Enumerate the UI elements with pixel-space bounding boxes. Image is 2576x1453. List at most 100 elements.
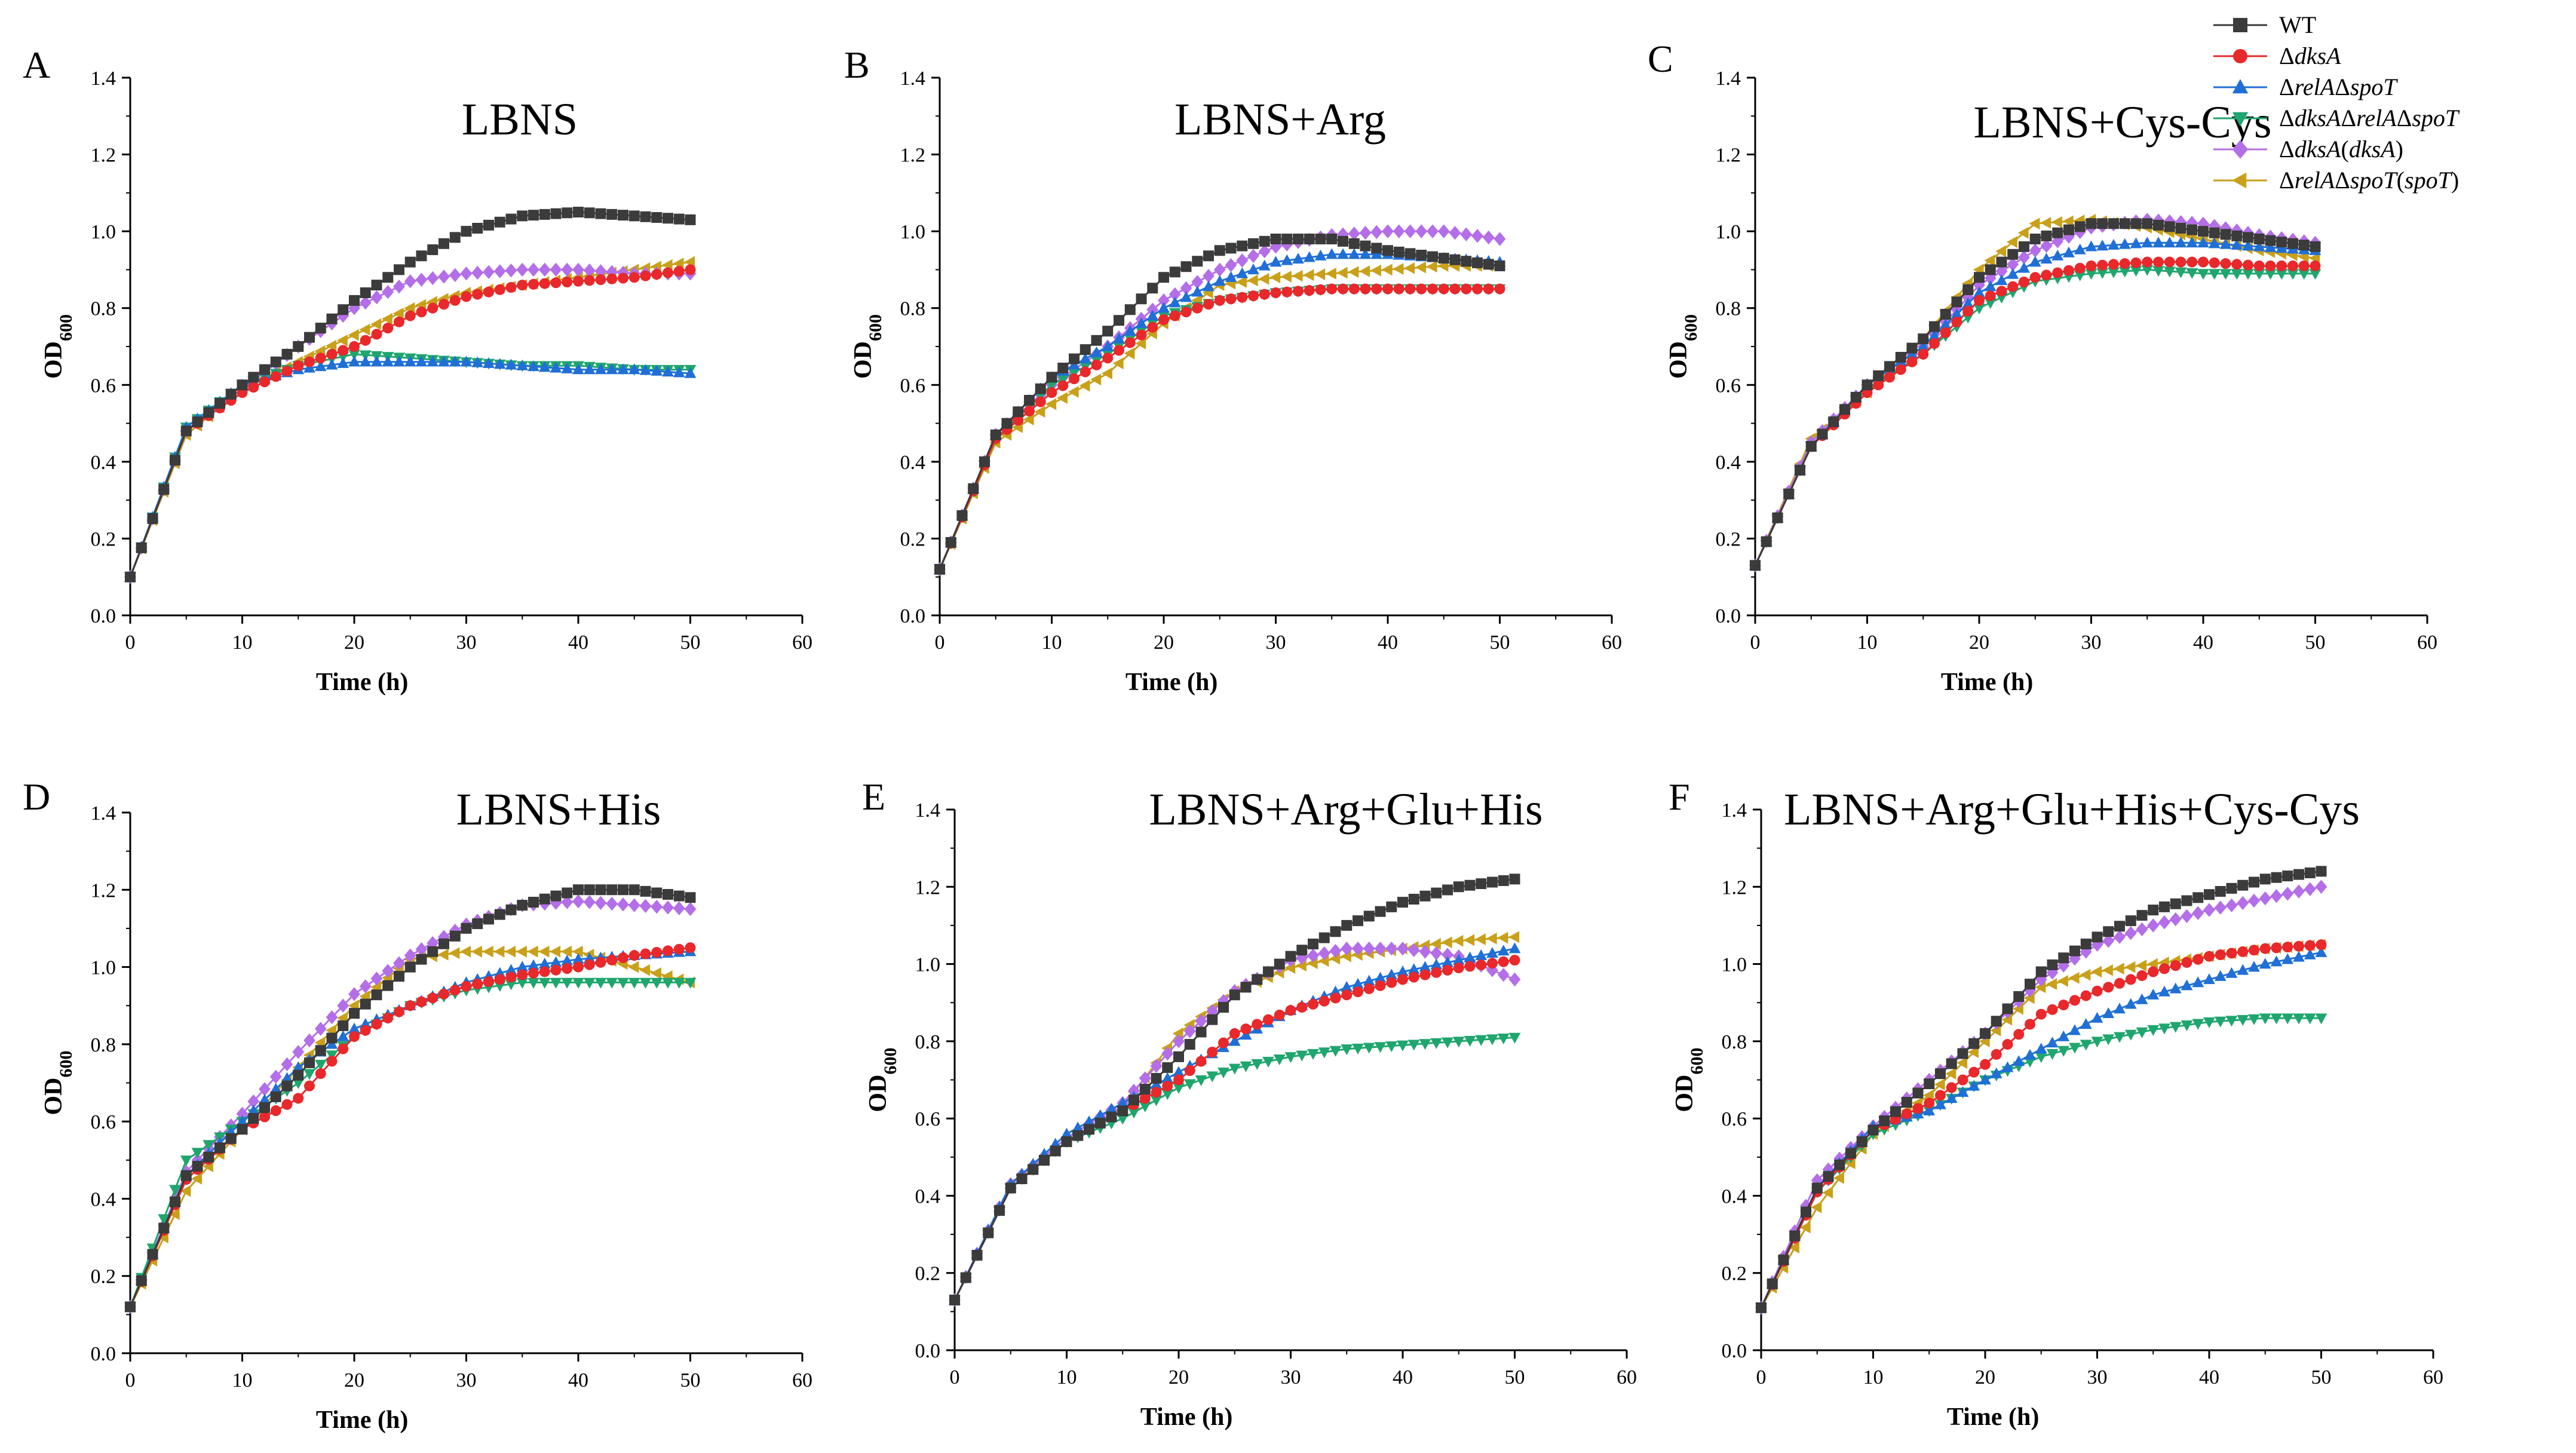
data-point	[2063, 246, 2075, 258]
data-point	[2057, 1046, 2070, 1057]
data-point	[1296, 1001, 1308, 1013]
data-point	[956, 510, 968, 521]
data-point	[2080, 1040, 2092, 1051]
data-point	[583, 895, 596, 909]
data-point	[2214, 1016, 2227, 1028]
data-point	[1789, 1230, 1801, 1242]
x-tick-label: 40	[2199, 1366, 2219, 1388]
data-point	[1284, 1052, 1297, 1063]
data-point	[1338, 235, 1348, 247]
data-point	[493, 264, 506, 278]
data-point	[639, 977, 652, 989]
data-point	[1293, 286, 1304, 297]
data-point	[293, 1069, 304, 1081]
data-point	[1934, 1098, 1946, 1109]
data-point	[2113, 962, 2124, 975]
data-point	[191, 1172, 203, 1185]
data-point	[1005, 1182, 1016, 1194]
data-point	[1240, 982, 1252, 993]
data-point	[2091, 1011, 2103, 1023]
data-point	[2225, 1016, 2238, 1027]
data-point	[505, 971, 517, 983]
data-point	[2219, 238, 2232, 249]
data-point	[1139, 1071, 1151, 1086]
data-point	[1236, 267, 1249, 278]
data-point	[1486, 1034, 1498, 1046]
data-point	[269, 1069, 282, 1084]
data-point	[404, 961, 416, 973]
data-point	[949, 1294, 960, 1305]
data-point	[1801, 1206, 1811, 1218]
data-point	[1218, 994, 1229, 1008]
data-point	[125, 1301, 136, 1313]
data-point	[2175, 256, 2186, 268]
data-point	[1498, 875, 1509, 886]
data-point	[1873, 370, 1884, 381]
data-point	[628, 977, 640, 989]
y-tick-label: 0.0	[1716, 605, 1741, 627]
data-point	[2186, 256, 2198, 268]
data-point	[1419, 1039, 1431, 1050]
data-point	[516, 945, 527, 958]
data-point	[1192, 302, 1203, 314]
data-point	[1360, 283, 1371, 295]
data-point	[338, 1020, 349, 1031]
data-point	[1442, 964, 1453, 976]
data-point	[2102, 1007, 2115, 1018]
data-point	[1397, 1040, 1409, 1052]
data-point	[382, 1012, 394, 1023]
data-point	[382, 272, 394, 283]
data-point	[270, 371, 281, 382]
data-point	[528, 896, 539, 908]
legend-item-dksArelAspoT: ΔdksAΔrelAΔspoT	[2213, 105, 2460, 131]
data-point	[1158, 272, 1169, 283]
data-point	[2209, 227, 2220, 238]
data-point	[2007, 268, 2019, 279]
data-point	[359, 355, 372, 367]
data-point	[1397, 965, 1409, 977]
data-point	[1822, 1187, 1833, 1199]
data-point	[1371, 283, 1382, 295]
data-point	[1105, 1103, 1118, 1114]
data-point	[516, 359, 529, 370]
data-point	[2231, 230, 2243, 241]
data-point	[639, 364, 652, 375]
data-point	[337, 1030, 349, 1041]
data-point	[1397, 897, 1408, 908]
data-point	[2204, 889, 2215, 900]
data-point	[1016, 1173, 1028, 1184]
y-tick-label: 1.2	[900, 145, 926, 167]
x-tick-label: 60	[1617, 1366, 1637, 1388]
data-point	[1102, 352, 1114, 364]
x-tick-label: 20	[344, 632, 364, 654]
series-WT	[949, 873, 1520, 1305]
panel-letter: A	[23, 44, 50, 86]
data-point	[1483, 259, 1494, 270]
y-tick-label: 1.4	[1716, 68, 1741, 90]
data-point	[673, 943, 685, 955]
data-point	[2012, 1003, 2023, 1015]
data-point	[2025, 1019, 2035, 1030]
data-point	[1805, 441, 1817, 452]
data-point	[2219, 269, 2232, 280]
data-point	[1057, 374, 1069, 385]
data-point	[2276, 269, 2288, 280]
data-point	[2226, 948, 2237, 959]
x-tick-label: 0	[1756, 1366, 1767, 1388]
data-point	[394, 316, 404, 327]
data-point	[662, 366, 674, 377]
data-point	[1385, 1041, 1398, 1052]
x-tick-label: 0	[1750, 632, 1761, 654]
data-point	[1427, 283, 1438, 295]
data-point	[1091, 359, 1102, 370]
data-point	[1068, 385, 1079, 398]
data-point	[1397, 942, 1409, 956]
data-point	[550, 890, 562, 902]
data-point	[1483, 283, 1494, 295]
data-point	[180, 1155, 192, 1167]
legend-label: WT	[2279, 11, 2316, 38]
data-point	[1318, 1047, 1330, 1059]
data-point	[1363, 911, 1375, 922]
data-point	[326, 1056, 338, 1067]
data-point	[493, 358, 506, 369]
